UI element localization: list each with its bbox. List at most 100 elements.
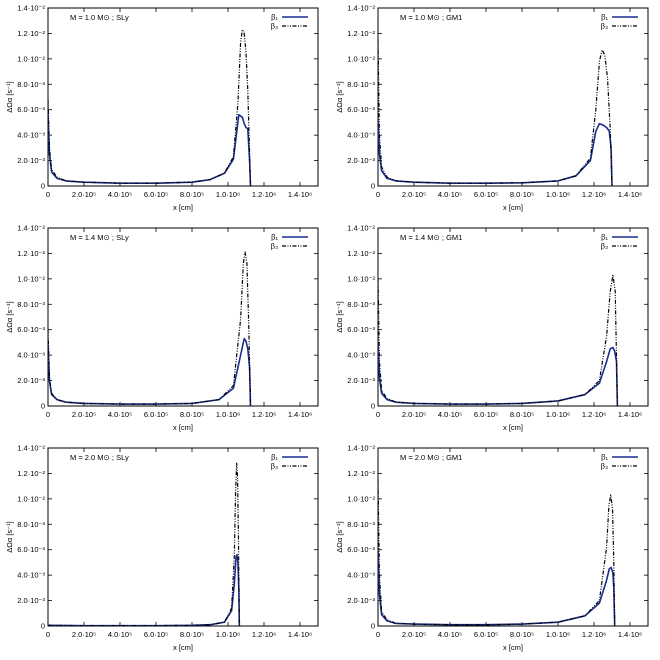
x-axis-label: x [cm] xyxy=(503,643,523,652)
x-tick-label: 0 xyxy=(376,410,380,419)
chart-svg: 0 2.0·10⁵ 4.0·10⁵ 6.0·10⁵ 8.0·10⁵ 1.0·10⁶ 1.2·… xyxy=(5,4,319,212)
chart-panel-m14-sly: 0 2.0·10⁵ 4.0·10⁵ 6.0·10⁵ 8.0·10⁵ 1.0·10⁶ 1.2·… xyxy=(0,220,330,440)
y-tick-label: 4.0·10⁻³ xyxy=(347,351,375,360)
x-tick-label: 1.2·10⁶ xyxy=(252,630,276,639)
series-group xyxy=(378,274,619,406)
x-tick-label: 1.4·10⁶ xyxy=(618,410,642,419)
series-group xyxy=(378,39,613,186)
y-tick-label: 4.0·10⁻³ xyxy=(347,571,375,580)
y-tick-label: 8.0·10⁻³ xyxy=(17,520,45,529)
y-tick-label: 2.0·10⁻³ xyxy=(347,156,375,165)
y-tick-label: 0 xyxy=(371,622,375,631)
y-tick-label: 6.0·10⁻³ xyxy=(17,545,45,554)
y-tick-label: 4.0·10⁻³ xyxy=(17,351,45,360)
x-axis: 0 2.0·10⁵ 4.0·10⁵ 6.0·10⁵ 8.0·10⁵ 1.0·10⁶ 1.2·… xyxy=(376,448,642,639)
y-tick-label: 0 xyxy=(41,622,45,631)
x-axis-label: x [cm] xyxy=(173,203,193,212)
panel-annotation: M = 1.0 M⊙ ; SLy xyxy=(70,13,129,22)
legend-label: β₁ xyxy=(271,13,278,22)
y-tick-label: 0 xyxy=(41,402,45,411)
x-tick-label: 0 xyxy=(46,630,50,639)
y-tick-label: 1.4·10⁻² xyxy=(347,444,375,453)
legend-label: β₁ xyxy=(601,13,608,22)
y-axis: 0 2.0·10⁻³ 4.0·10⁻³ 6.0·10⁻³ 8.0·10⁻³ 1.0·10⁻… xyxy=(17,224,318,411)
x-tick-label: 4.0·10⁵ xyxy=(438,410,462,419)
x-tick-label: 8.0·10⁵ xyxy=(510,190,534,199)
y-tick-label: 1.0·10⁻² xyxy=(347,274,375,283)
x-axis: 0 2.0·10⁵ 4.0·10⁵ 6.0·10⁵ 8.0·10⁵ 1.0·10⁶ 1.2·… xyxy=(376,228,642,419)
plot-frame xyxy=(377,447,649,627)
y-tick-label: 1.0·10⁻² xyxy=(17,494,45,503)
y-tick-label: 1.2·10⁻² xyxy=(17,469,45,478)
y-tick-label: 8.0·10⁻³ xyxy=(17,300,45,309)
series-line-beta3 xyxy=(48,29,252,186)
x-tick-label: 4.0·10⁵ xyxy=(108,410,132,419)
x-axis: 0 2.0·10⁵ 4.0·10⁵ 6.0·10⁵ 8.0·10⁵ 1.0·10⁶ 1.2·… xyxy=(46,448,312,639)
x-tick-label: 4.0·10⁵ xyxy=(108,190,132,199)
chart-svg: 0 2.0·10⁵ 4.0·10⁵ 6.0·10⁵ 8.0·10⁵ 1.0·10⁶ 1.2·… xyxy=(5,444,319,652)
y-tick-label: 1.2·10⁻² xyxy=(17,249,45,258)
y-tick-label: 2.0·10⁻³ xyxy=(17,376,45,385)
x-tick-label: 1.0·10⁶ xyxy=(216,630,240,639)
x-tick-label: 4.0·10⁵ xyxy=(438,630,462,639)
y-tick-label: 1.0·10⁻² xyxy=(347,54,375,63)
x-tick-label: 1.0·10⁶ xyxy=(216,410,240,419)
x-axis-label: x [cm] xyxy=(503,423,523,432)
y-tick-label: 8.0·10⁻³ xyxy=(347,300,375,309)
legend-label: β₁ xyxy=(271,233,278,242)
series-line-beta1 xyxy=(378,549,616,626)
y-tick-label: 1.2·10⁻² xyxy=(347,469,375,478)
y-axis-label: ΔΩα [s⁻¹] xyxy=(5,301,14,332)
y-tick-label: 1.4·10⁻² xyxy=(17,4,45,13)
x-tick-label: 2.0·10⁵ xyxy=(402,410,426,419)
legend-label: β₃ xyxy=(601,242,608,251)
x-tick-label: 4.0·10⁵ xyxy=(438,190,462,199)
y-tick-label: 2.0·10⁻³ xyxy=(347,376,375,385)
x-axis-label: x [cm] xyxy=(503,203,523,212)
y-axis-label: ΔΩα [s⁻¹] xyxy=(335,81,344,112)
x-tick-label: 1.4·10⁶ xyxy=(618,630,642,639)
series-line-beta3 xyxy=(378,479,616,626)
x-tick-label: 2.0·10⁵ xyxy=(402,630,426,639)
y-tick-label: 1.2·10⁻² xyxy=(347,249,375,258)
y-tick-label: 8.0·10⁻³ xyxy=(17,80,45,89)
y-axis-label: ΔΩα [s⁻¹] xyxy=(335,521,344,552)
x-tick-label: 1.0·10⁶ xyxy=(216,190,240,199)
series-line-beta3 xyxy=(48,251,252,406)
y-axis-label: ΔΩα [s⁻¹] xyxy=(5,81,14,112)
y-tick-label: 0 xyxy=(371,182,375,191)
x-axis: 0 2.0·10⁵ 4.0·10⁵ 6.0·10⁵ 8.0·10⁵ 1.0·10⁶ 1.2·… xyxy=(46,8,312,199)
y-tick-label: 2.0·10⁻³ xyxy=(347,596,375,605)
x-tick-label: 0 xyxy=(376,190,380,199)
x-tick-label: 1.4·10⁶ xyxy=(288,410,312,419)
x-tick-label: 4.0·10⁵ xyxy=(108,630,132,639)
chart-svg: 0 2.0·10⁵ 4.0·10⁵ 6.0·10⁵ 8.0·10⁵ 1.0·10⁶ 1.2·… xyxy=(5,224,319,432)
panel-annotation: M = 2.0 M⊙ ; GM1 xyxy=(400,453,462,462)
series-line-beta3 xyxy=(378,274,618,406)
panel-annotation: M = 1.4 M⊙ ; GM1 xyxy=(400,233,462,242)
legend-label: β₁ xyxy=(601,233,608,242)
legend-label: β₃ xyxy=(271,462,278,471)
y-tick-label: 8.0·10⁻³ xyxy=(347,80,375,89)
x-tick-label: 6.0·10⁵ xyxy=(144,190,168,199)
y-axis: 0 2.0·10⁻³ 4.0·10⁻³ 6.0·10⁻³ 8.0·10⁻³ 1.0·10⁻… xyxy=(17,4,318,191)
x-tick-label: 6.0·10⁵ xyxy=(474,410,498,419)
x-tick-label: 2.0·10⁵ xyxy=(72,190,96,199)
x-tick-label: 6.0·10⁵ xyxy=(144,410,168,419)
y-axis: 0 2.0·10⁻³ 4.0·10⁻³ 6.0·10⁻³ 8.0·10⁻³ 1.0·10⁻… xyxy=(347,224,648,411)
x-tick-label: 1.0·10⁶ xyxy=(546,410,570,419)
series-group xyxy=(378,479,616,626)
x-tick-label: 8.0·10⁵ xyxy=(510,630,534,639)
y-tick-label: 2.0·10⁻³ xyxy=(17,156,45,165)
chart-svg: 0 2.0·10⁵ 4.0·10⁵ 6.0·10⁵ 8.0·10⁵ 1.0·10⁶ 1.2·… xyxy=(335,4,649,212)
y-tick-label: 4.0·10⁻³ xyxy=(17,571,45,580)
x-tick-label: 2.0·10⁵ xyxy=(72,410,96,419)
y-axis: 0 2.0·10⁻³ 4.0·10⁻³ 6.0·10⁻³ 8.0·10⁻³ 1.0·10⁻… xyxy=(347,444,648,631)
y-tick-label: 2.0·10⁻³ xyxy=(17,596,45,605)
y-tick-label: 6.0·10⁻³ xyxy=(347,105,375,114)
x-tick-label: 1.0·10⁶ xyxy=(546,190,570,199)
